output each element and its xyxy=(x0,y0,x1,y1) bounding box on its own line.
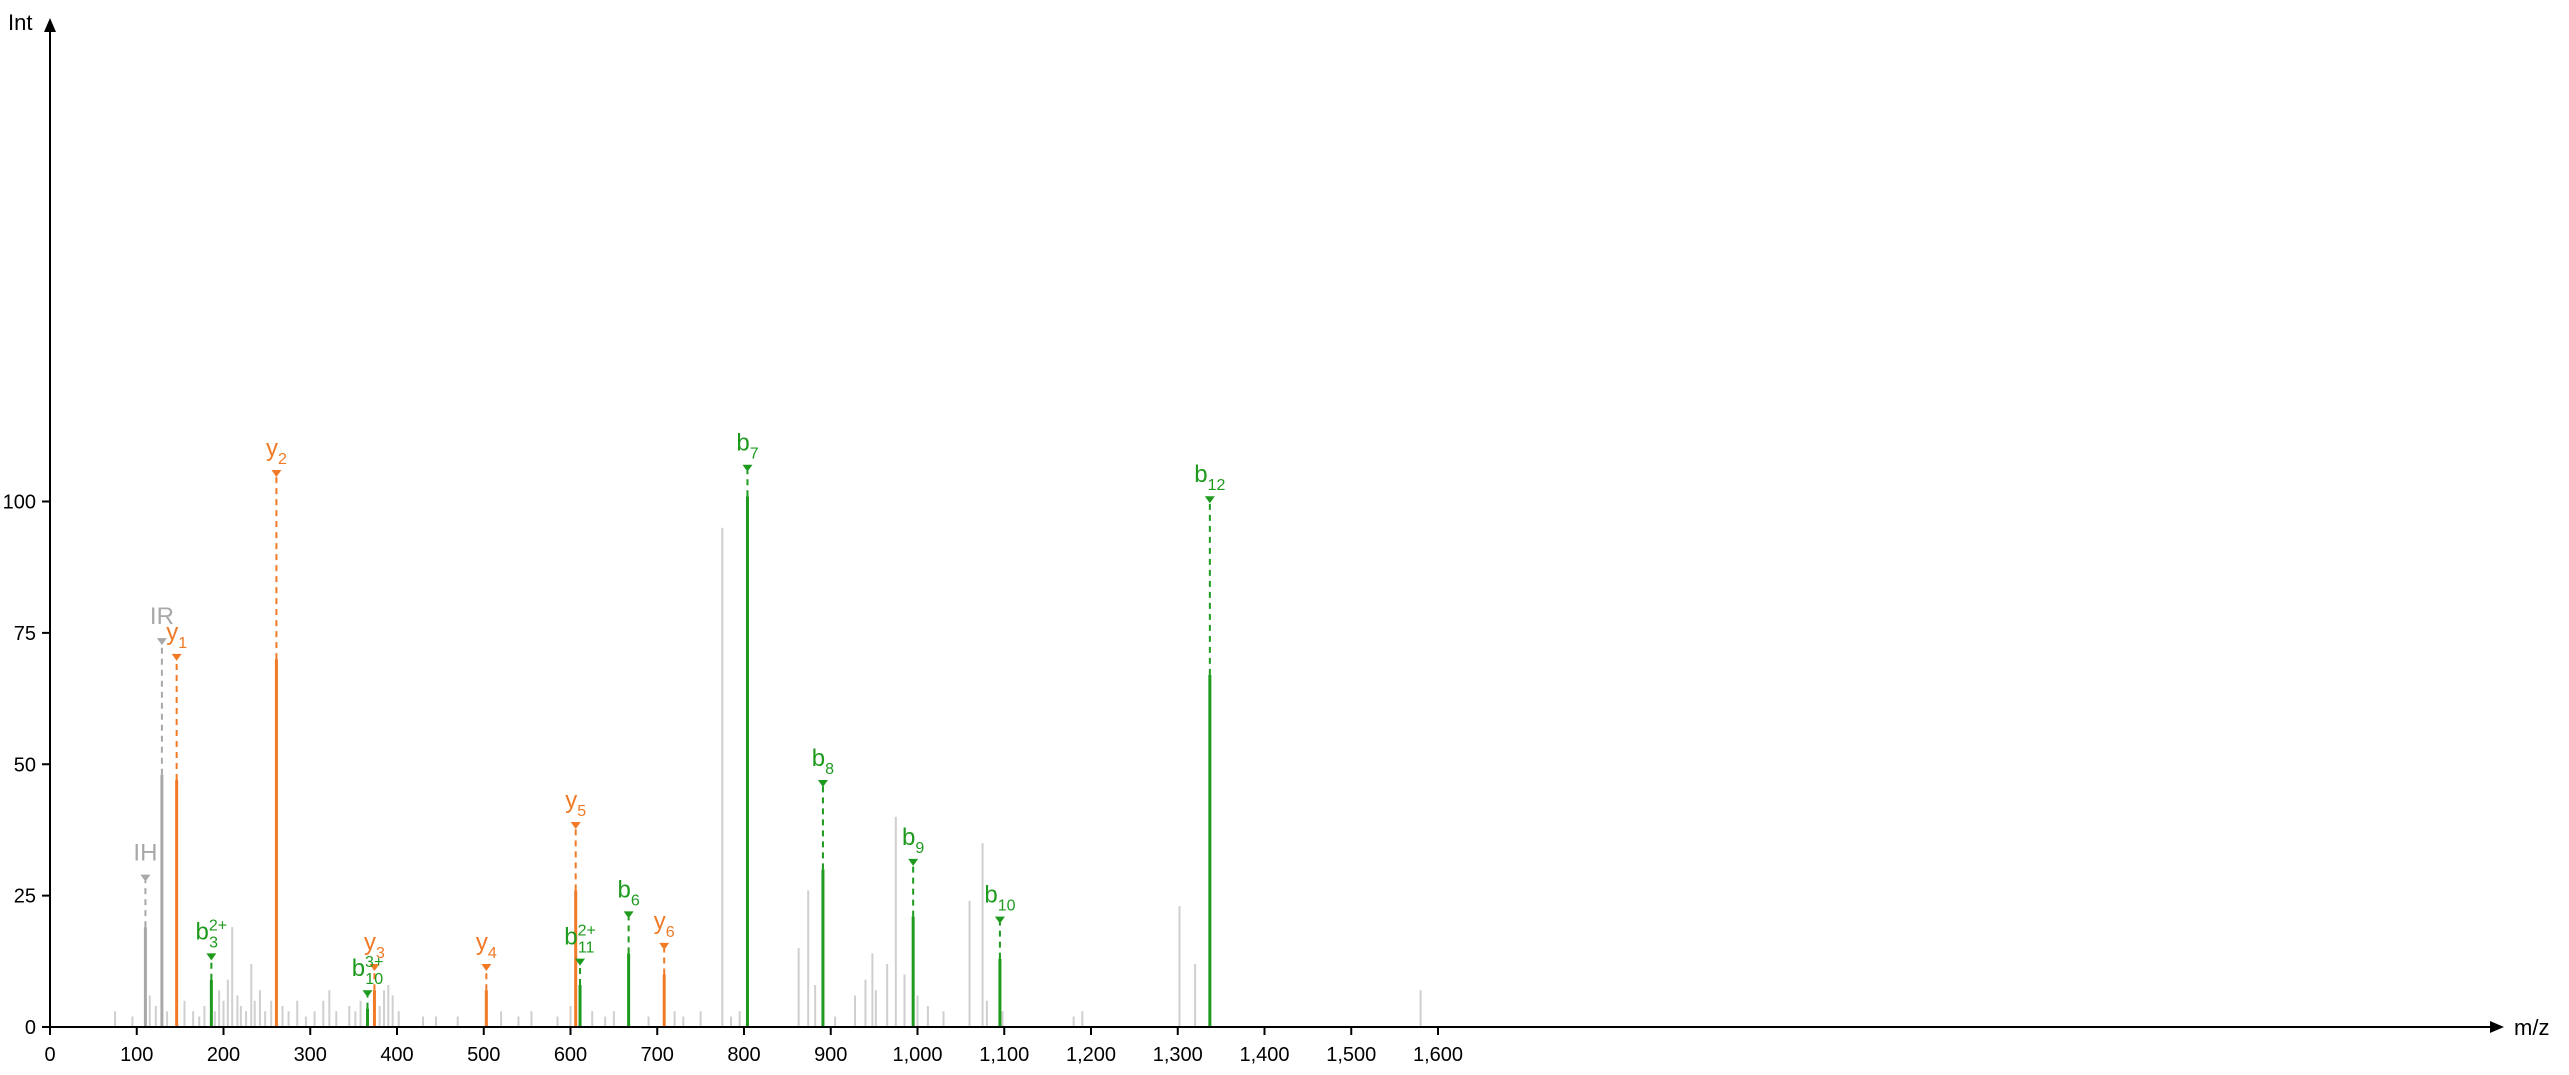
x-axis-title: m/z xyxy=(2514,1015,2549,1040)
x-tick-label: 1,100 xyxy=(979,1044,1029,1066)
unannotated-peaks xyxy=(114,527,1422,1027)
peak-marker-b11-2plus xyxy=(575,958,586,966)
peak-marker-b3-2plus xyxy=(206,953,217,961)
peak-label-b10: b10 xyxy=(984,882,1015,915)
x-tick-label: 1,200 xyxy=(1066,1044,1116,1066)
peak-marker-y5 xyxy=(570,822,581,830)
peak-marker-y4 xyxy=(481,963,492,971)
x-tick-label: 300 xyxy=(294,1044,327,1066)
peak-label-ih: IH xyxy=(133,840,157,867)
peak-marker-y1 xyxy=(171,653,182,661)
peak-marker-b7 xyxy=(742,464,753,472)
x-tick-label: 500 xyxy=(467,1044,500,1066)
peak-label-b10-3plus: b3+ 10 xyxy=(352,954,384,988)
peak-label-y4: y4 xyxy=(476,929,497,962)
peak-label-b8: b8 xyxy=(812,745,834,778)
peak-label-y1: y1 xyxy=(166,619,187,652)
x-tick-label: 1,600 xyxy=(1413,1044,1463,1066)
peak-marker-b10-3plus xyxy=(362,990,373,998)
y-tick-label: 25 xyxy=(14,886,36,908)
x-tick-label: 1,400 xyxy=(1239,1044,1289,1066)
peak-label-b6: b6 xyxy=(617,876,639,909)
x-tick-label: 400 xyxy=(380,1044,413,1066)
x-tick-label: 0 xyxy=(44,1044,55,1066)
y-axis-arrow xyxy=(44,18,56,32)
peak-marker-b10 xyxy=(994,916,1005,924)
peak-marker-y2 xyxy=(271,469,282,477)
x-tick-label: 1,000 xyxy=(892,1044,942,1066)
y-tick-label: 50 xyxy=(14,754,36,776)
y-tick-label: 75 xyxy=(14,623,36,645)
peak-marker-b6 xyxy=(623,911,634,919)
x-tick-label: 900 xyxy=(814,1044,847,1066)
axes: m/z Int xyxy=(8,10,2549,1040)
peak-label-y3: y3 xyxy=(364,929,385,962)
axis-ticks: 0 100 200 300 400 500 600 700 800 900 1,000 1,100 1,… xyxy=(3,492,1463,1067)
x-axis-arrow xyxy=(2490,1021,2504,1033)
x-tick-label: 1,300 xyxy=(1153,1044,1203,1066)
peak-label-b12: b12 xyxy=(1194,461,1225,494)
x-tick-label: 100 xyxy=(120,1044,153,1066)
peak-marker-b9 xyxy=(908,858,919,866)
peak-marker-ih xyxy=(140,874,151,882)
x-tick-label: 200 xyxy=(207,1044,240,1066)
peak-label-y2: y2 xyxy=(266,435,287,468)
x-tick-label: 1,500 xyxy=(1326,1044,1376,1066)
x-tick-label: 600 xyxy=(554,1044,587,1066)
peak-marker-b8 xyxy=(817,780,828,788)
peak-label-y6: y6 xyxy=(654,908,675,941)
peak-marker-ir xyxy=(156,638,167,646)
peak-label-b9: b9 xyxy=(902,824,924,857)
peak-marker-b12 xyxy=(1204,496,1215,504)
peak-marker-y6 xyxy=(659,942,670,950)
peak-marker-y3 xyxy=(369,963,380,971)
peak-label-b3-2plus: b2+ 3 xyxy=(196,917,228,951)
x-tick-label: 700 xyxy=(641,1044,674,1066)
peak-label-b7: b7 xyxy=(736,430,758,463)
peak-label-ir: IR xyxy=(150,603,174,630)
y-tick-label: 0 xyxy=(25,1017,36,1039)
x-tick-label: 800 xyxy=(727,1044,760,1066)
y-tick-label: 100 xyxy=(3,492,36,514)
peak-label-y5: y5 xyxy=(565,787,586,820)
peak-label-b11-2plus: b2+ 11 xyxy=(564,923,596,957)
y-axis-title: Int xyxy=(8,10,32,35)
annotated-peaks xyxy=(140,464,1215,1027)
